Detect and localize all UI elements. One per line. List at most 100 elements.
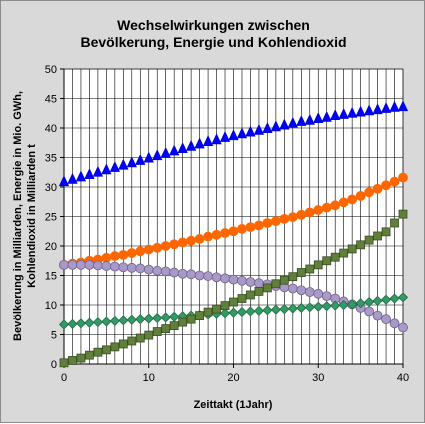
data-point	[194, 137, 205, 149]
data-point	[270, 304, 281, 315]
data-point	[254, 287, 264, 296]
data-point	[203, 307, 213, 317]
data-point	[313, 288, 324, 299]
data-point	[186, 235, 197, 246]
data-point	[287, 212, 298, 222]
data-point	[347, 106, 358, 118]
data-point	[93, 347, 103, 357]
data-point	[245, 306, 256, 317]
data-point	[93, 260, 103, 271]
data-point	[287, 283, 298, 294]
data-point	[355, 298, 366, 309]
data-point	[389, 293, 400, 304]
data-point	[126, 248, 137, 258]
data-point	[237, 223, 247, 234]
data-point	[364, 306, 375, 317]
data-point	[186, 269, 197, 280]
data-point	[321, 202, 332, 213]
data-point	[219, 308, 231, 319]
data-point	[220, 273, 230, 284]
data-point	[287, 116, 298, 128]
data-point	[373, 231, 382, 241]
data-point	[169, 239, 180, 250]
data-point	[211, 229, 222, 240]
data-point	[321, 301, 332, 312]
data-point	[109, 161, 120, 172]
y-tick-label: 45	[45, 94, 57, 106]
data-point	[304, 287, 315, 297]
data-point	[262, 305, 273, 316]
data-point	[372, 183, 383, 194]
data-point	[178, 317, 188, 327]
y-axis-title-line-2: Kohlendioxid in Milliarden t	[26, 144, 38, 288]
data-point	[126, 262, 137, 273]
data-point	[118, 339, 128, 349]
data-point	[67, 172, 78, 184]
data-point	[313, 112, 324, 123]
data-point	[161, 324, 171, 334]
x-tick-label: 10	[143, 372, 155, 384]
data-point	[364, 187, 375, 198]
series-3	[59, 259, 408, 333]
chart-title-line-2: Bevölkerung, Energie und Kohlendioxid	[80, 34, 347, 50]
x-axis-title: Zeittakt (1Jahr)	[194, 399, 273, 411]
data-point	[59, 358, 69, 368]
data-point	[397, 100, 409, 112]
data-point	[347, 194, 358, 205]
series-2	[59, 172, 408, 270]
y-tick-label: 30	[45, 182, 57, 194]
data-point	[363, 104, 375, 116]
y-tick-label: 40	[45, 123, 57, 135]
data-point	[338, 107, 349, 119]
data-point	[160, 312, 171, 323]
chart-title-line-1: Wechselwirkungen zwischen	[117, 17, 310, 33]
data-point	[212, 304, 221, 314]
x-tick-label: 0	[61, 372, 67, 384]
y-axis-title-line-1: Bevölkerung in Milliarden, Energie in Mi…	[12, 91, 24, 341]
data-point	[279, 275, 289, 285]
y-tick-label: 20	[45, 241, 57, 253]
y-tick-label: 0	[51, 359, 57, 371]
data-point	[304, 113, 315, 125]
series-5	[59, 209, 408, 368]
data-point	[313, 260, 323, 270]
data-point	[355, 190, 366, 201]
data-point	[110, 342, 120, 352]
data-point	[253, 305, 264, 316]
data-point	[177, 237, 188, 248]
data-point	[160, 266, 171, 277]
data-point	[279, 304, 290, 315]
data-point	[118, 315, 129, 326]
data-point	[152, 265, 163, 276]
data-point	[75, 170, 87, 182]
data-point	[304, 207, 315, 218]
data-point	[296, 268, 306, 277]
data-point	[109, 251, 120, 261]
data-point	[135, 314, 146, 325]
data-point	[118, 158, 129, 170]
data-point	[372, 310, 383, 321]
data-point	[76, 259, 86, 270]
data-point	[364, 296, 375, 308]
data-point	[194, 234, 205, 244]
data-point	[211, 133, 222, 145]
series-1	[58, 100, 409, 187]
data-point	[160, 146, 171, 158]
data-point	[75, 318, 87, 329]
data-point	[288, 272, 298, 282]
data-point	[296, 302, 307, 314]
data-point	[262, 218, 273, 228]
data-point	[279, 118, 290, 130]
data-point	[245, 277, 256, 287]
data-point	[143, 151, 154, 163]
series-4	[58, 292, 409, 330]
data-point	[236, 307, 248, 318]
data-point	[253, 123, 265, 135]
data-point	[59, 259, 69, 270]
data-point	[237, 275, 247, 286]
y-tick-label: 25	[45, 212, 57, 224]
data-point	[330, 109, 341, 121]
data-point	[92, 317, 103, 328]
